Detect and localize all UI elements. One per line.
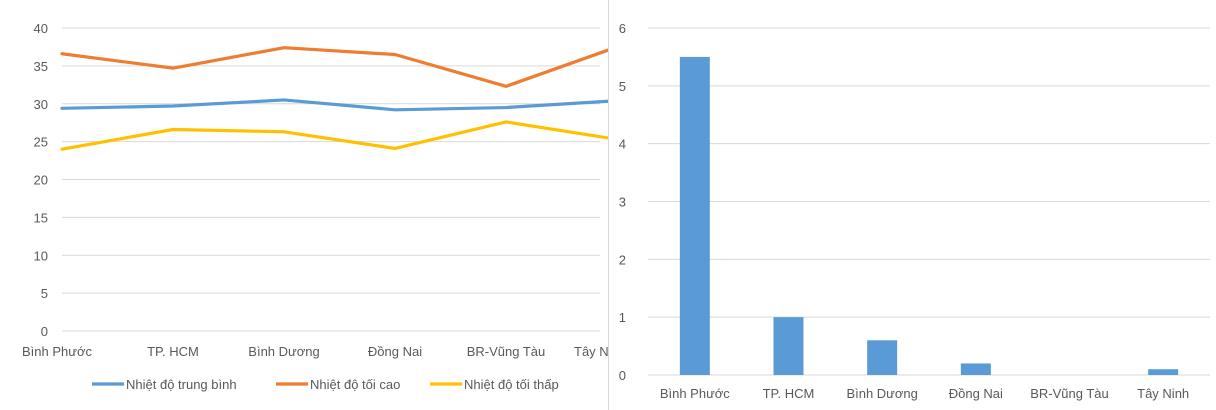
legend-label: Nhiệt độ tối thấp (464, 377, 559, 392)
temperature-line-chart: 0 5 10 15 20 25 30 35 40 Bình Phước TP. HCM Bình D… (22, 0, 609, 410)
line-chart-y-tick: 40 (34, 21, 48, 36)
bar-chart-x-tick: Đồng Nai (949, 386, 1003, 401)
line-chart-series (60, 46, 608, 151)
bar-chart-y-tick: 0 (619, 368, 626, 383)
bar-chart-x-tick: Tây Ninh (1137, 386, 1189, 401)
line-chart-y-tick: 0 (41, 324, 48, 339)
bar-chart-x-tick: BR-Vũng Tàu (1030, 386, 1109, 401)
rainfall-bar-chart: 0 1 2 3 4 5 6 Bình Phước TP. HCM Bình Dương Đồng … (610, 0, 1216, 410)
bar-chart-y-tick: 6 (619, 21, 626, 36)
bar-chart-y-tick: 1 (619, 310, 626, 325)
line-chart-x-tick: BR-Vũng Tàu (467, 344, 546, 359)
line-chart-y-tick: 10 (34, 248, 48, 263)
bar (773, 317, 804, 375)
line-chart-canvas: 0 5 10 15 20 25 30 35 40 Bình Phước TP. HCM Bình D… (22, 21, 608, 392)
line-chart-x-tick: Bình Dương (248, 344, 319, 359)
bar-chart-canvas: 0 1 2 3 4 5 6 Bình Phước TP. HCM Bình Dương Đồng … (619, 21, 1210, 401)
bar-chart-bars (679, 56, 1179, 376)
line-series-2 (60, 46, 608, 88)
line-chart-y-tick: 30 (34, 97, 48, 112)
line-chart-x-tick: Tây N (574, 344, 608, 359)
bar (679, 56, 710, 376)
bar (1148, 369, 1179, 375)
bar (960, 363, 991, 375)
bar-chart-y-tick: 4 (619, 137, 626, 152)
line-chart-x-axis: Bình Phước TP. HCM Bình Dương Đồng Nai BR-Vũ… (22, 344, 608, 359)
bar-chart-x-tick: TP. HCM (763, 386, 815, 401)
line-chart-y-tick: 15 (34, 210, 48, 225)
bar-chart-x-tick: Bình Dương (846, 386, 917, 401)
bar-chart-y-tick: 5 (619, 79, 626, 94)
line-chart-y-tick: 5 (41, 286, 48, 301)
line-series-3 (60, 120, 608, 151)
line-chart-y-axis: 0 5 10 15 20 25 30 35 40 (34, 21, 48, 339)
bar-chart-gridlines (648, 27, 1210, 376)
line-chart-y-tick: 35 (34, 59, 48, 74)
line-chart-gridlines (62, 27, 600, 332)
bar-chart-y-axis: 0 1 2 3 4 5 6 (619, 21, 626, 383)
bar-chart-x-axis: Bình Phước TP. HCM Bình Dương Đồng Nai BR-Vũ… (660, 386, 1189, 401)
line-chart-y-tick: 20 (34, 173, 48, 188)
legend-label: Nhiệt độ tối cao (310, 377, 400, 392)
bar (867, 340, 898, 375)
line-chart-legend: Nhiệt độ trung bình Nhiệt độ tối cao Nhiệt… (92, 377, 559, 392)
line-chart-y-tick: 25 (34, 135, 48, 150)
bar-chart-x-tick: Bình Phước (660, 386, 730, 401)
line-chart-x-tick: Bình Phước (22, 344, 92, 359)
bar-chart-y-tick: 2 (619, 252, 626, 267)
line-chart-x-tick: Đồng Nai (368, 344, 422, 359)
line-series-1 (60, 98, 608, 112)
line-chart-x-tick: TP. HCM (147, 344, 199, 359)
legend-label: Nhiệt độ trung bình (126, 377, 237, 392)
bar-chart-y-tick: 3 (619, 195, 626, 210)
